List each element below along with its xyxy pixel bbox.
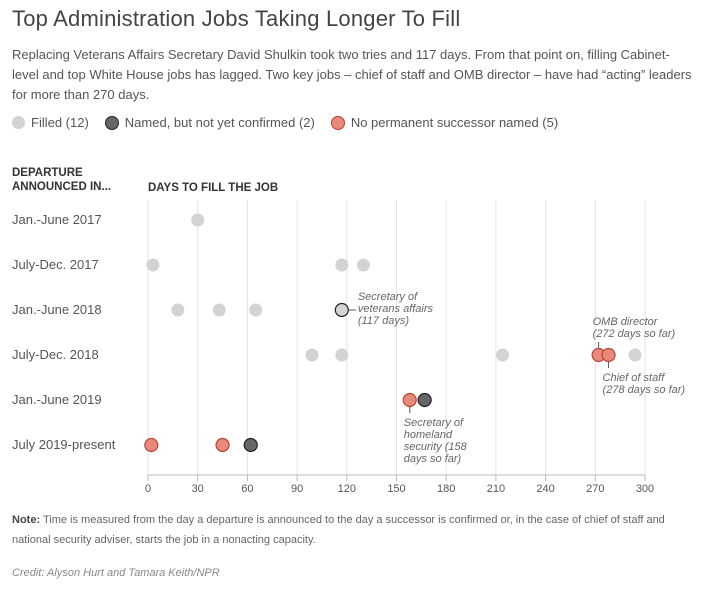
data-point-filled: [496, 348, 510, 362]
credit: Credit: Alyson Hurt and Tamara Keith/NPR: [12, 567, 220, 579]
note-label: Note:: [12, 514, 41, 526]
legend-swatch: [330, 115, 345, 130]
legend-label: Named, but not yet confirmed (2): [124, 115, 315, 130]
x-tick-label: 270: [586, 483, 604, 495]
data-point-filled: [171, 303, 185, 317]
data-point-filled: [212, 303, 226, 317]
legend-item-named: Named, but not yet confirmed (2): [104, 115, 315, 130]
annotation-text: Secretary of: [404, 417, 464, 429]
x-tick-label: 0: [145, 483, 151, 495]
x-tick-label: 120: [338, 483, 356, 495]
x-axis-header: DAYS TO FILL THE JOB: [148, 182, 279, 194]
note: Note: Time is measured from the day a de…: [12, 510, 692, 550]
data-point-filled: [335, 258, 349, 272]
annotation-text: Secretary of: [358, 291, 418, 303]
row-label: Jan.-June 2017: [12, 212, 102, 227]
row-label: July 2019-present: [12, 437, 116, 452]
data-point-none: [215, 437, 230, 453]
legend-item-no-successor: No permanent successor named (5): [330, 115, 559, 130]
note-text: Time is measured from the day a departur…: [12, 514, 665, 546]
data-point-filled: [146, 258, 160, 272]
data-point-none: [402, 392, 417, 408]
data-point-filled: [305, 348, 319, 362]
data-point-none: [601, 347, 616, 363]
data-point-filled: [335, 348, 349, 362]
x-tick-label: 30: [192, 483, 204, 495]
data-point-filled: [628, 348, 642, 362]
annotation-text: (272 days so far): [593, 328, 676, 340]
annotation-text: days so far): [404, 453, 462, 465]
data-point-filled: [356, 258, 370, 272]
data-point-filled: [191, 213, 205, 227]
annotation-text: (117 days): [358, 315, 409, 327]
row-label: July-Dec. 2018: [12, 347, 99, 362]
data-point-none: [144, 437, 159, 453]
row-label: July-Dec. 2017: [12, 257, 99, 272]
annotation-text: veterans affairs: [358, 303, 434, 315]
legend-item-filled: Filled (12): [12, 115, 89, 130]
x-tick-label: 300: [636, 483, 654, 495]
legend: Filled (12) Named, but not yet confirmed…: [12, 115, 558, 130]
y-axis-header: DEPARTURE ANNOUNCED IN...: [12, 167, 112, 193]
annotation-text: security (158: [404, 441, 468, 453]
legend-label: No permanent successor named (5): [350, 115, 559, 130]
row-label: Jan.-June 2019: [12, 392, 102, 407]
x-tick-label: 180: [437, 483, 455, 495]
data-point-filled: [334, 302, 349, 318]
chart-title: Top Administration Jobs Taking Longer To…: [12, 6, 461, 31]
annotation-text: OMB director: [593, 316, 659, 328]
x-tick-label: 150: [387, 483, 405, 495]
row-label: Jan.-June 2018: [12, 302, 102, 317]
x-tick-label: 90: [291, 483, 303, 495]
annotation-text: Chief of staff: [603, 372, 666, 384]
x-tick-label: 60: [241, 483, 253, 495]
x-tick-label: 240: [536, 483, 554, 495]
x-tick-label: 210: [487, 483, 505, 495]
annotation-text: (278 days so far): [603, 384, 686, 396]
legend-label: Filled (12): [31, 115, 89, 130]
legend-swatch: [104, 115, 119, 130]
data-point-filled: [249, 303, 263, 317]
data-point-named: [417, 392, 432, 408]
legend-swatch: [12, 116, 25, 129]
data-point-named: [243, 437, 258, 453]
chart-subtitle: Replacing Veterans Affairs Secretary Dav…: [12, 47, 692, 102]
annotation-text: homeland: [404, 429, 453, 441]
plot-area: 0 30 60 90 120 150 180 210 240 270 300 Secretary of…: [144, 200, 686, 495]
